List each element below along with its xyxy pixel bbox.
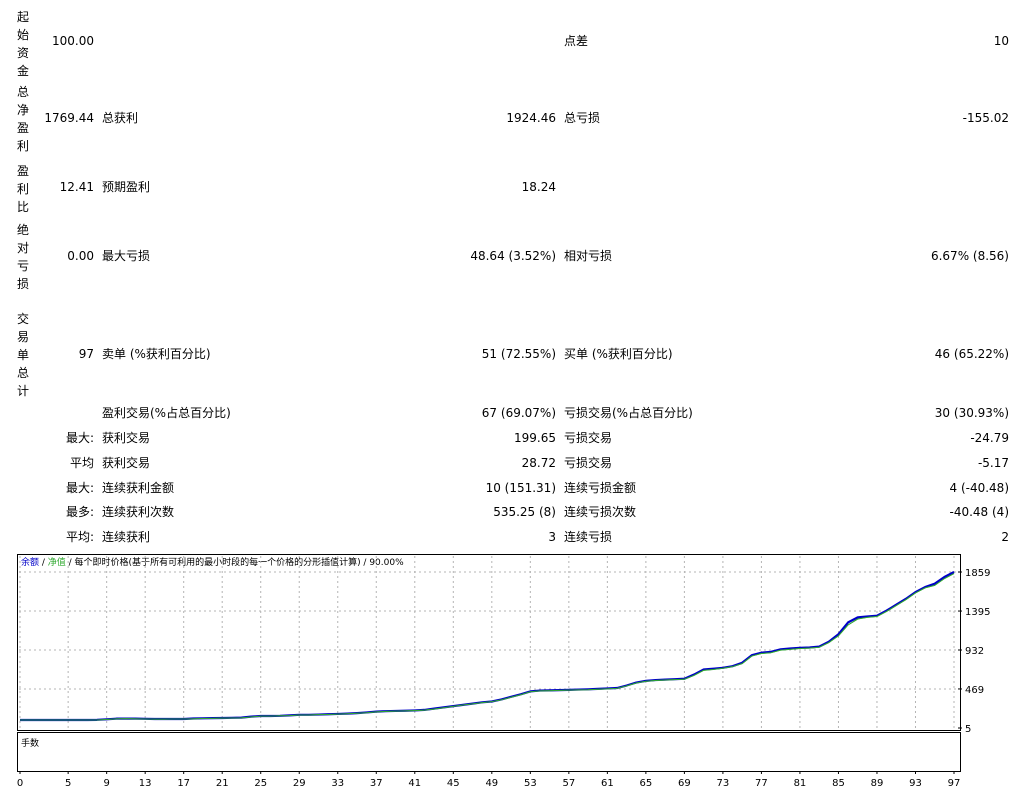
balance-chart-panel: 余额 / 净值 / 每个即时价格(基于所有可利用的最小时段的每一个价格的分形插值…: [17, 554, 961, 731]
x-tick-label: 93: [909, 778, 922, 789]
y-tick-label: 932: [965, 646, 984, 657]
profit-factor-value: 12.41: [59, 180, 94, 194]
summary-label-left: 连续获利: [102, 530, 151, 544]
summary-label-right: 连续亏损: [564, 530, 613, 544]
summary-value-right: -24.79: [970, 431, 1009, 445]
profit-trades-label: 盈利交易(%占总百分比): [102, 406, 231, 420]
y-tick-label: 1395: [965, 607, 990, 618]
summary-prefix: 最大:: [65, 481, 94, 495]
gross-profit-label: 总获利: [102, 111, 139, 125]
y-tick-label: 469: [965, 685, 984, 696]
short-positions-label: 卖单 (%获利百分比): [102, 347, 211, 361]
y-tick-label: 5: [965, 724, 971, 735]
summary-value-left: 10 (151.31): [485, 481, 556, 495]
x-tick-label: 37: [370, 778, 383, 789]
gross-loss-value: -155.02: [962, 111, 1009, 125]
x-tick-label: 77: [755, 778, 768, 789]
x-tick-label: 85: [832, 778, 845, 789]
total-trades-value: 97: [78, 347, 94, 361]
legend-equity: 净值: [47, 558, 66, 568]
summary-value-right: -5.17: [977, 456, 1009, 470]
summary-value-right: 4 (-40.48): [949, 481, 1010, 495]
short-positions-value: 51 (72.55%): [481, 347, 556, 361]
x-tick-label: 97: [948, 778, 961, 789]
volume-label: 手数: [21, 739, 40, 749]
summary-label-right: 连续亏损次数: [564, 505, 637, 519]
summary-label-right: 亏损交易: [564, 431, 613, 445]
x-tick-label: 0: [17, 778, 23, 789]
spread-label: 点差: [564, 34, 589, 48]
relative-drawdown-label: 相对亏损: [564, 249, 613, 263]
x-tick-label: 41: [408, 778, 421, 789]
summary-label-left: 获利交易: [102, 431, 151, 445]
summary-label-right: 亏损交易: [564, 456, 613, 470]
summary-value-right: 2: [1001, 530, 1009, 544]
long-positions-label: 买单 (%获利百分比): [564, 347, 673, 361]
summary-prefix: 平均:: [65, 530, 94, 544]
profit-factor-label: 盈 利 比: [16, 164, 29, 214]
relative-drawdown-value: 6.67% (8.56): [930, 249, 1009, 263]
gross-loss-label: 总亏损: [564, 111, 601, 125]
summary-value-left: 3: [548, 530, 556, 544]
summary-prefix: 平均: [69, 456, 94, 470]
x-tick-label: 81: [794, 778, 807, 789]
summary-label-left: 连续获利次数: [102, 505, 175, 519]
maximal-drawdown-value: 48.64 (3.52%): [470, 249, 556, 263]
x-tick-label: 89: [871, 778, 884, 789]
summary-prefix: 最多:: [65, 505, 94, 519]
x-tick-label: 73: [717, 778, 730, 789]
summary-prefix: 最大:: [65, 431, 94, 445]
absolute-drawdown-value: 0.00: [67, 249, 94, 263]
x-tick-label: 5: [65, 778, 71, 789]
x-tick-label: 21: [216, 778, 229, 789]
net-profit-label: 总 净 盈 利: [16, 85, 29, 153]
loss-trades-value: 30 (30.93%): [934, 406, 1009, 420]
summary-label-left: 连续获利金额: [102, 481, 175, 495]
absolute-drawdown-label: 绝 对 亏 损: [16, 223, 29, 291]
long-positions-value: 46 (65.22%): [934, 347, 1009, 361]
x-tick-label: 61: [601, 778, 614, 789]
summary-value-right: -40.48 (4): [949, 505, 1010, 519]
net-profit-value: 1769.44: [44, 111, 94, 125]
gross-profit-value: 1924.46: [506, 111, 556, 125]
summary-value-left: 28.72: [521, 456, 556, 470]
x-tick-label: 53: [524, 778, 537, 789]
summary-value-left: 535.25 (8): [493, 505, 556, 519]
legend-description: / 每个即时价格(基于所有可利用的最小时段的每一个价格的分形插值计算) / 90…: [65, 558, 404, 568]
maximal-drawdown-label: 最大亏损: [102, 249, 151, 263]
x-tick-label: 9: [103, 778, 109, 789]
summary-value-left: 199.65: [514, 431, 556, 445]
summary-label-left: 获利交易: [102, 456, 151, 470]
chart-header: 余额 / 净值 / 每个即时价格(基于所有可利用的最小时段的每一个价格的分形插值…: [21, 557, 404, 569]
profit-trades-value: 67 (69.07%): [481, 406, 556, 420]
x-tick-label: 13: [139, 778, 152, 789]
x-tick-label: 69: [678, 778, 691, 789]
loss-trades-label: 亏损交易(%占总百分比): [564, 406, 693, 420]
spread-value: 10: [993, 34, 1009, 48]
x-tick-label: 49: [485, 778, 498, 789]
x-tick-label: 57: [562, 778, 575, 789]
x-tick-label: 25: [254, 778, 267, 789]
expected-payoff-label: 预期盈利: [102, 180, 151, 194]
x-tick-label: 65: [640, 778, 653, 789]
expected-payoff-value: 18.24: [521, 180, 556, 194]
volume-panel: 手数: [17, 732, 961, 772]
x-tick-label: 45: [447, 778, 460, 789]
initial-deposit-label: 起 始 资 金: [16, 10, 29, 78]
total-trades-label: 交 易 单 总 计: [16, 312, 29, 398]
legend-balance: 余额: [21, 558, 40, 568]
summary-label-right: 连续亏损金额: [564, 481, 637, 495]
x-tick-label: 29: [293, 778, 306, 789]
x-tick-label: 17: [177, 778, 190, 789]
initial-deposit-value: 100.00: [52, 34, 94, 48]
legend-separator: /: [39, 558, 48, 568]
y-tick-label: 1859: [965, 568, 990, 579]
x-tick-label: 33: [331, 778, 344, 789]
